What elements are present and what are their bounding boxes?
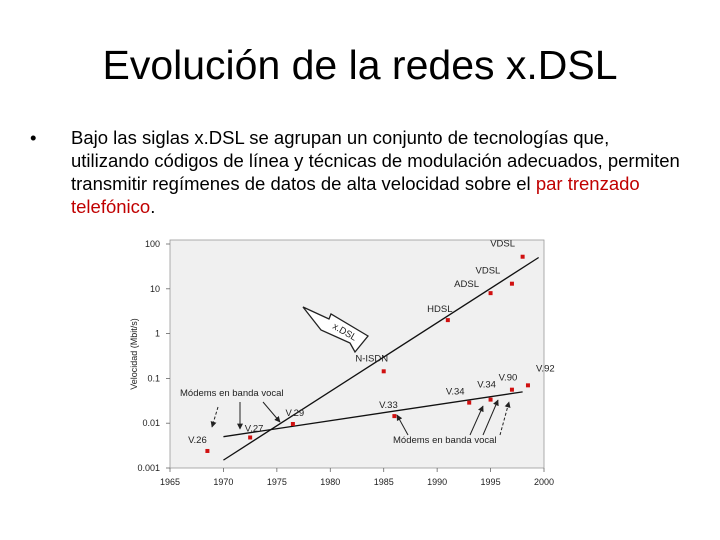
- y-tick-label: 10: [150, 284, 160, 294]
- bullet-text-end: .: [150, 196, 156, 217]
- point-label: N-ISDN: [355, 353, 388, 364]
- point-label: V.29: [286, 408, 305, 419]
- y-tick-label: 100: [145, 239, 160, 249]
- x-tick-label: 2000: [534, 477, 554, 487]
- point-label: VDSL: [490, 239, 515, 250]
- y-tick-label: 1: [155, 329, 160, 339]
- x-tick-labels: 1965 1970 1975 1980 1985 1990 1995 2000: [160, 468, 554, 487]
- x-tick-label: 1965: [160, 477, 180, 487]
- x-tick-label: 1975: [267, 477, 287, 487]
- data-point: [392, 414, 397, 419]
- x-tick-label: 1990: [427, 477, 447, 487]
- trend-line: [223, 256, 540, 461]
- data-point: [205, 448, 210, 453]
- page-title: Evolución de la redes x.DSL: [102, 42, 618, 88]
- trend-lines: [223, 256, 540, 461]
- point-label: VDSL: [476, 266, 501, 277]
- trend-line: [223, 391, 523, 438]
- point-label: V.27: [245, 423, 264, 434]
- bullet-highlight: par trenzado telefónico: [71, 173, 640, 217]
- data-point: [248, 435, 253, 440]
- point-label: V.26: [188, 435, 207, 446]
- point-label: ADSL: [454, 279, 479, 290]
- modems-arrow-right-4: [499, 401, 511, 436]
- modems-label-left: Módems en banda vocal: [180, 388, 284, 399]
- data-point: [381, 369, 386, 374]
- point-label: HDSL: [427, 304, 452, 315]
- bullet-marker: •: [30, 127, 37, 148]
- y-tick-labels: 100 10 1 0.1 0.01 0.001: [137, 239, 170, 473]
- modems-arrow-left-1: [210, 406, 219, 428]
- modems-arrow-right-1: [396, 414, 409, 436]
- x-tick-label: 1985: [374, 477, 394, 487]
- point-label: V.34: [477, 380, 496, 391]
- x-tick-label: 1995: [481, 477, 501, 487]
- modems-arrow-left-3: [262, 401, 281, 423]
- point-labels: V.26V.27V.29V.33V.34V.34V.90V.92N-ISDNHD…: [188, 239, 555, 446]
- data-point: [467, 400, 472, 405]
- point-label: V.34: [446, 387, 465, 398]
- y-tick-label: 0.1: [147, 373, 160, 383]
- data-point: [509, 387, 514, 392]
- x-tick-label: 1980: [320, 477, 340, 487]
- data-point: [445, 318, 450, 323]
- point-label: V.90: [499, 373, 518, 384]
- modems-label-right: Módems en banda vocal: [393, 435, 497, 446]
- plot-area: [169, 239, 545, 469]
- x-tick-label: 1970: [213, 477, 233, 487]
- point-label: V.92: [536, 363, 555, 374]
- y-tick-label: 0.001: [137, 463, 160, 473]
- data-point: [525, 383, 530, 388]
- xdsl-arrow: x.DSL: [302, 306, 369, 354]
- data-point: [488, 291, 493, 296]
- y-tick-label: 0.01: [142, 418, 160, 428]
- point-label: V.33: [379, 400, 398, 411]
- data-point: [290, 421, 295, 426]
- bullet-text: Bajo las siglas x.DSL se agrupan un conj…: [71, 126, 691, 218]
- data-point: [509, 281, 514, 286]
- modems-arrow-right-3: [482, 399, 499, 436]
- bullet-text-main: Bajo las siglas x.DSL se agrupan un conj…: [71, 127, 680, 194]
- data-point: [488, 397, 493, 402]
- data-points: [205, 254, 530, 453]
- y-axis-label: Velocidad (Mbit/s): [129, 318, 139, 390]
- modems-arrow-right-2: [469, 405, 484, 436]
- data-point: [520, 254, 525, 259]
